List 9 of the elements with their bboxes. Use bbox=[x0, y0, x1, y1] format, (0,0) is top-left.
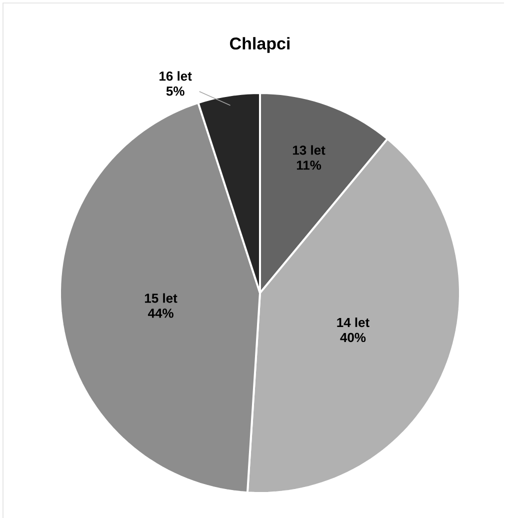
data-label: 40% bbox=[340, 332, 366, 342]
data-label: 5% bbox=[166, 86, 184, 96]
data-label: 44% bbox=[148, 308, 174, 318]
slice-label: 16 let bbox=[160, 71, 192, 81]
slice-label: 13 let bbox=[292, 145, 326, 155]
slice-label: 14 let bbox=[337, 318, 370, 328]
slice-label: 15 let bbox=[144, 293, 178, 303]
data-label: 11% bbox=[296, 160, 322, 170]
chart-title: Chlapci bbox=[230, 37, 290, 53]
